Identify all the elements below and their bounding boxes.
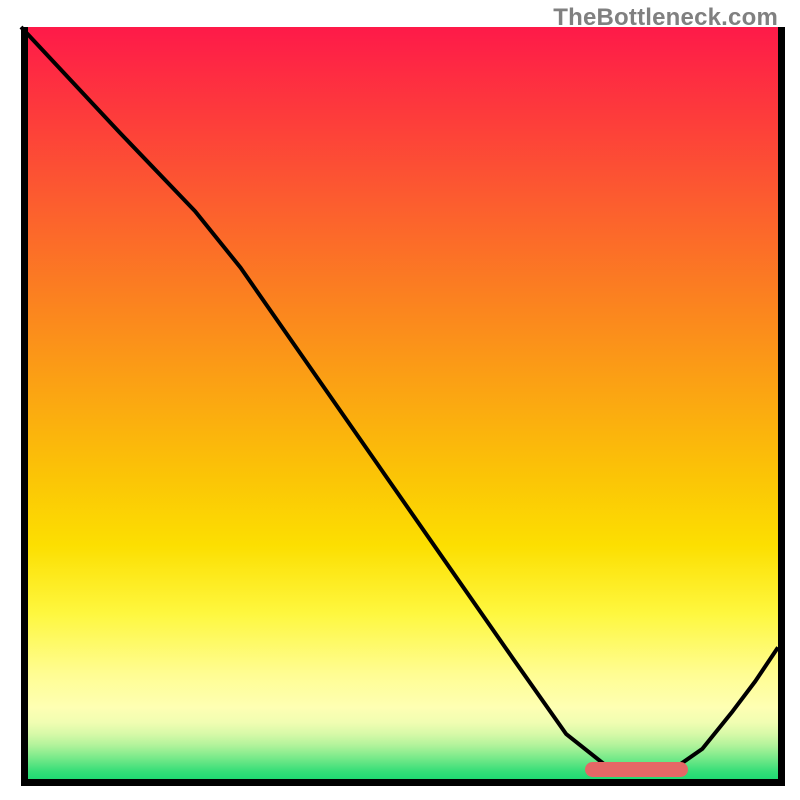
curve-layer bbox=[21, 27, 778, 779]
axis-left bbox=[21, 27, 28, 786]
axis-bottom bbox=[21, 779, 785, 786]
plot-area bbox=[21, 27, 778, 779]
optimum-marker bbox=[585, 762, 687, 777]
axis-right bbox=[778, 27, 785, 786]
chart-container: TheBottleneck.com bbox=[0, 0, 800, 800]
bottleneck-curve bbox=[21, 27, 778, 771]
